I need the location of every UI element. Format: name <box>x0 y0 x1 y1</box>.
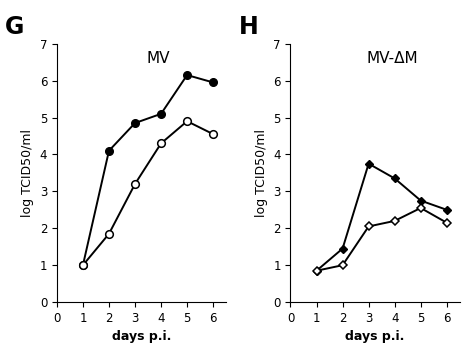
Y-axis label: log TCID50/ml: log TCID50/ml <box>255 129 268 217</box>
Y-axis label: log TCID50/ml: log TCID50/ml <box>21 129 34 217</box>
Text: G: G <box>5 15 24 39</box>
Text: MV: MV <box>146 51 170 67</box>
Text: MV-ΔM: MV-ΔM <box>366 51 418 67</box>
X-axis label: days p.i.: days p.i. <box>112 331 171 343</box>
X-axis label: days p.i.: days p.i. <box>346 331 405 343</box>
Text: H: H <box>239 15 259 39</box>
